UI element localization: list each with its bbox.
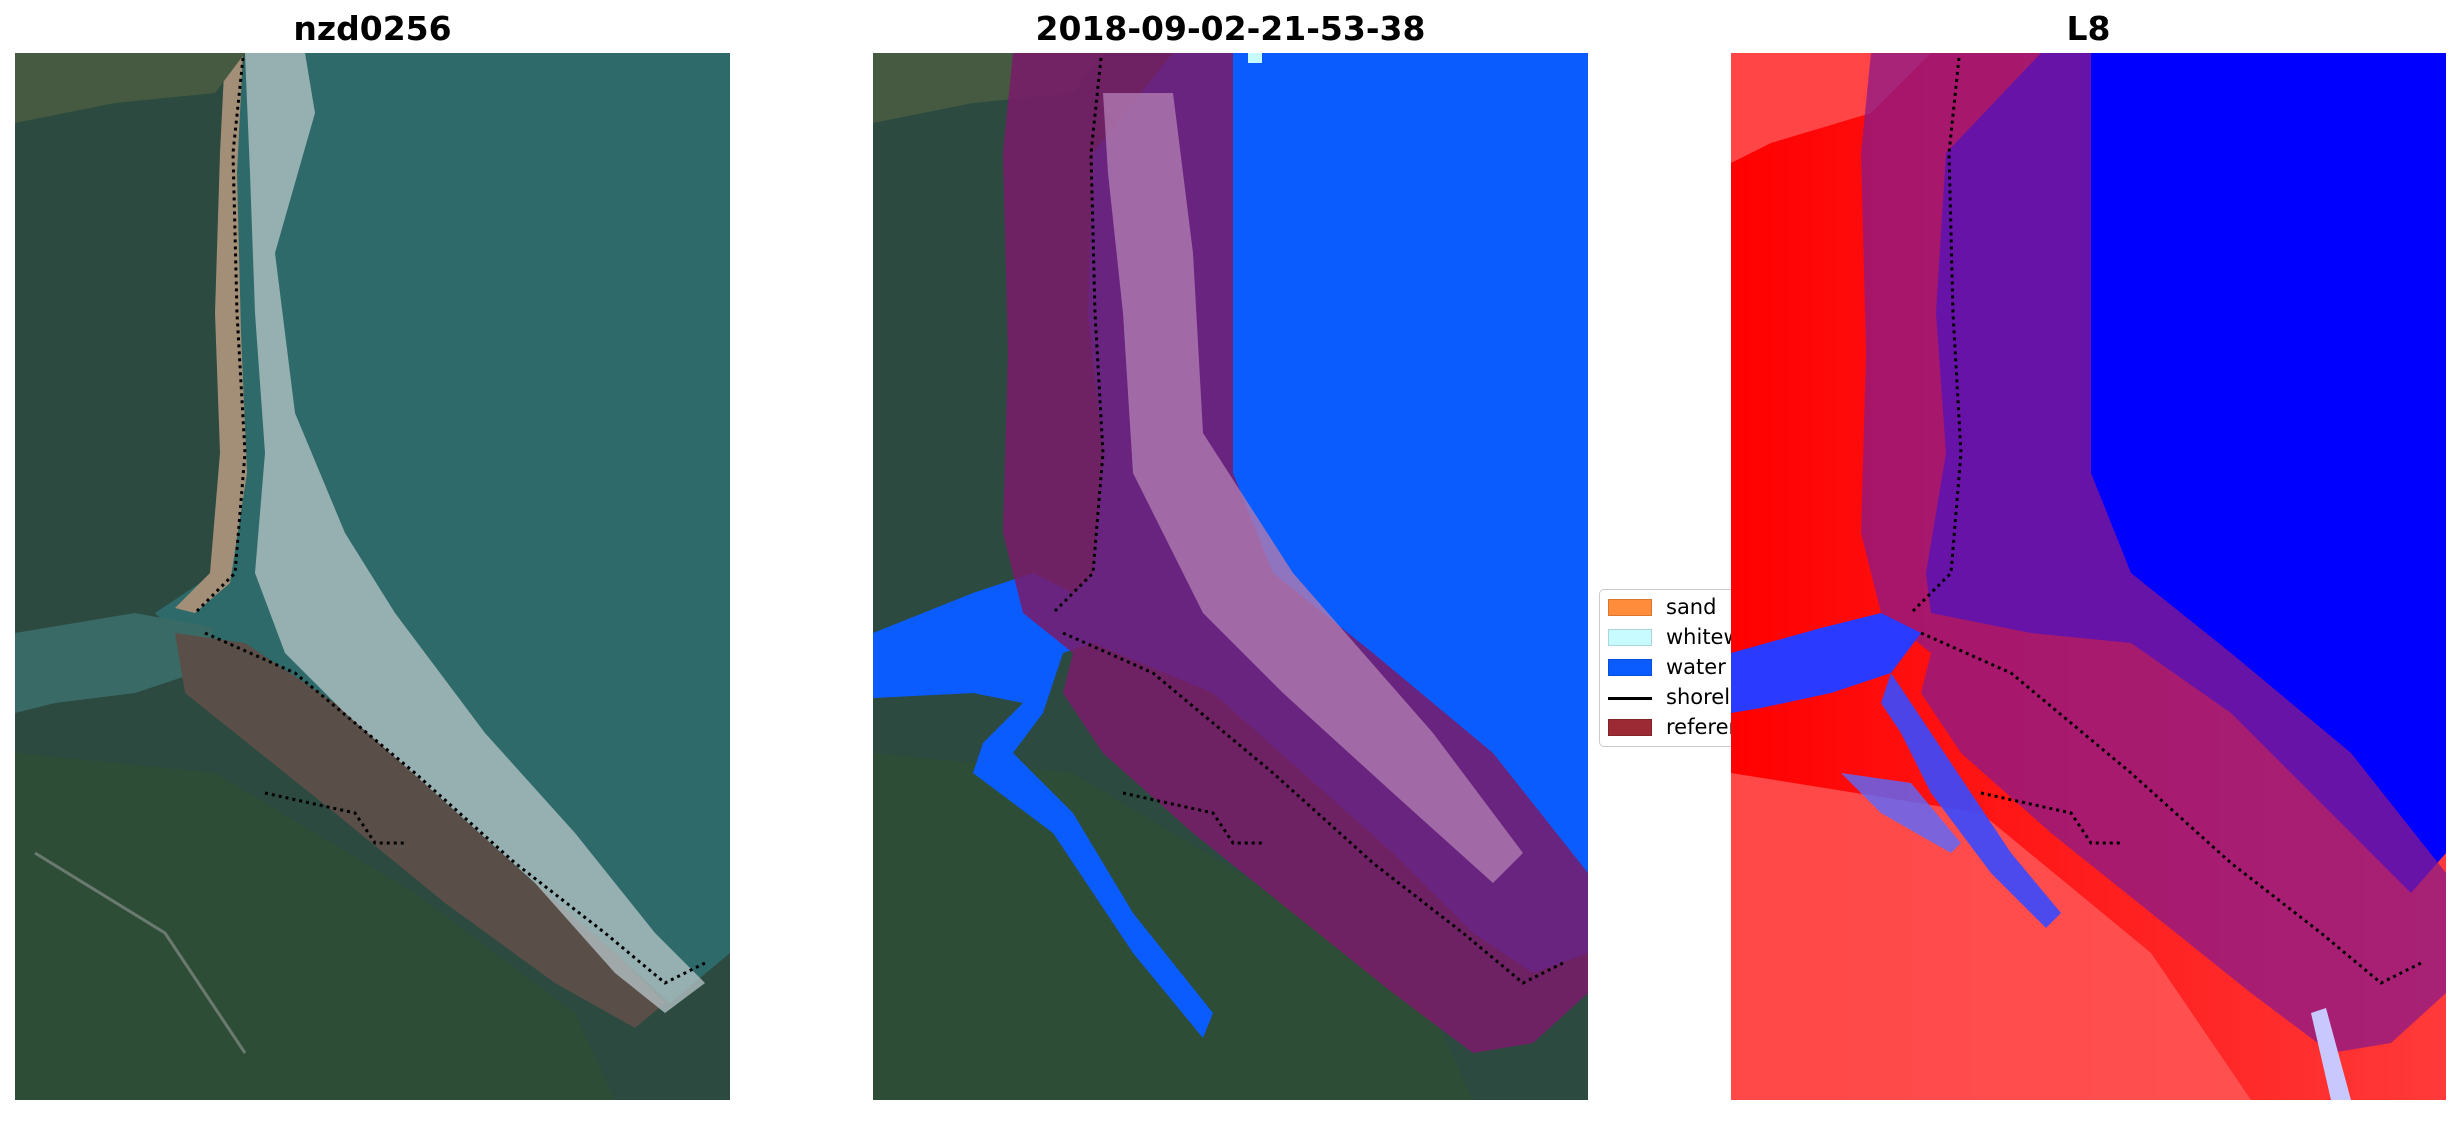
- water-swatch: [1608, 659, 1652, 676]
- legend-item-shoreline: shoreline: [1600, 682, 1738, 710]
- classification-panel: [873, 53, 1588, 1100]
- reference-swatch: [1608, 719, 1652, 736]
- legend-item-reference: reference: [1600, 712, 1738, 740]
- index-image: [1731, 53, 2446, 1100]
- panel-title-index: L8: [2066, 9, 2111, 48]
- panel-title-rgb: nzd0256: [293, 9, 452, 48]
- legend-label-water: water: [1666, 655, 1726, 679]
- legend-label-sand: sand: [1666, 595, 1717, 619]
- index-panel: [1731, 53, 2446, 1100]
- whitewater-swatch: [1608, 629, 1652, 646]
- classification-image: [873, 53, 1588, 1100]
- rgb-image-panel: [15, 53, 730, 1100]
- rgb-satellite-image: [15, 53, 730, 1100]
- legend-label-reference: reference: [1666, 715, 1738, 739]
- shoreline-line-swatch: [1608, 697, 1652, 700]
- legend-item-water: water: [1600, 652, 1738, 680]
- sand-swatch: [1608, 599, 1652, 616]
- panel-title-classification: 2018-09-02-21-53-38: [1035, 9, 1426, 48]
- legend-label-shoreline: shoreline: [1666, 685, 1738, 709]
- legend-item-sand: sand: [1600, 592, 1738, 620]
